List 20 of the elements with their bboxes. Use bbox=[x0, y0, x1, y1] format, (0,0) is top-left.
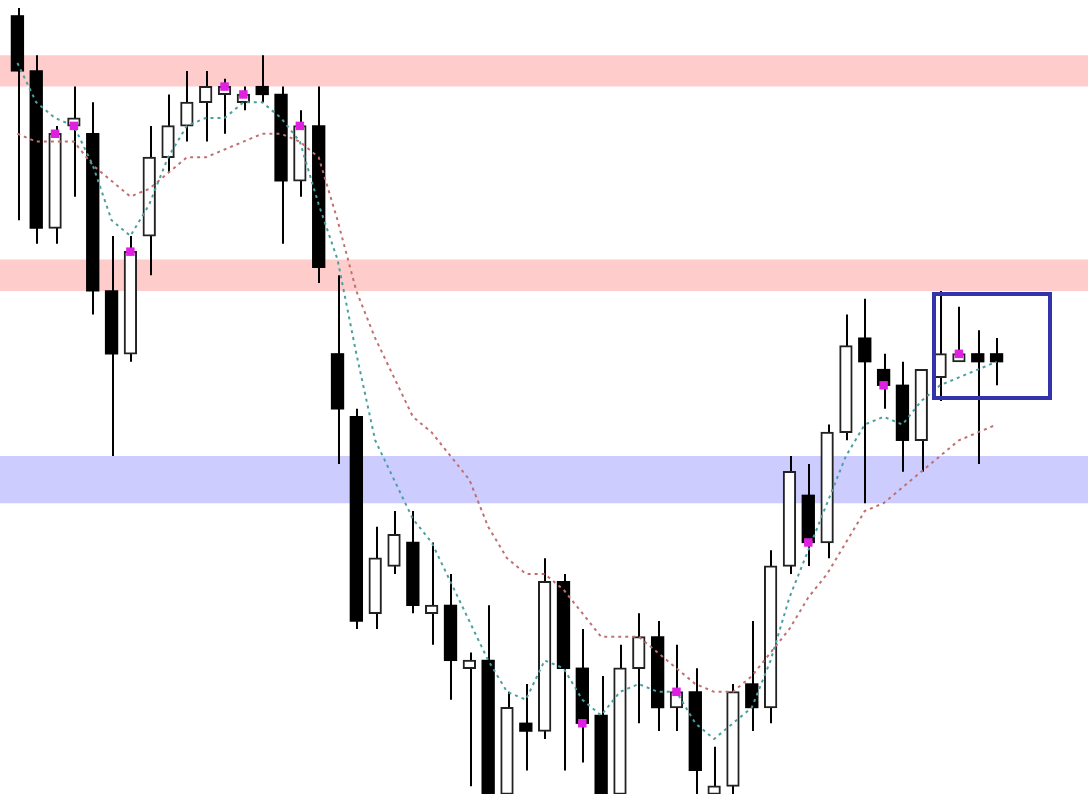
candlestick bbox=[632, 612, 646, 725]
point bbox=[126, 247, 135, 256]
candlestick bbox=[519, 682, 533, 772]
candlestick bbox=[199, 69, 213, 143]
point bbox=[220, 82, 229, 91]
point bbox=[879, 381, 888, 390]
candlestick bbox=[858, 297, 872, 505]
candlestick bbox=[745, 620, 759, 733]
point bbox=[804, 538, 813, 547]
point bbox=[672, 687, 681, 697]
candlestick bbox=[971, 329, 985, 465]
candlestick bbox=[255, 54, 269, 104]
candlestick bbox=[462, 651, 476, 788]
candlestick bbox=[707, 745, 721, 795]
candlestick bbox=[989, 337, 1004, 387]
point bbox=[578, 719, 587, 728]
candlestick bbox=[161, 93, 175, 175]
candlestick bbox=[425, 541, 439, 646]
candlestick bbox=[180, 69, 194, 143]
candlestick bbox=[387, 510, 401, 575]
